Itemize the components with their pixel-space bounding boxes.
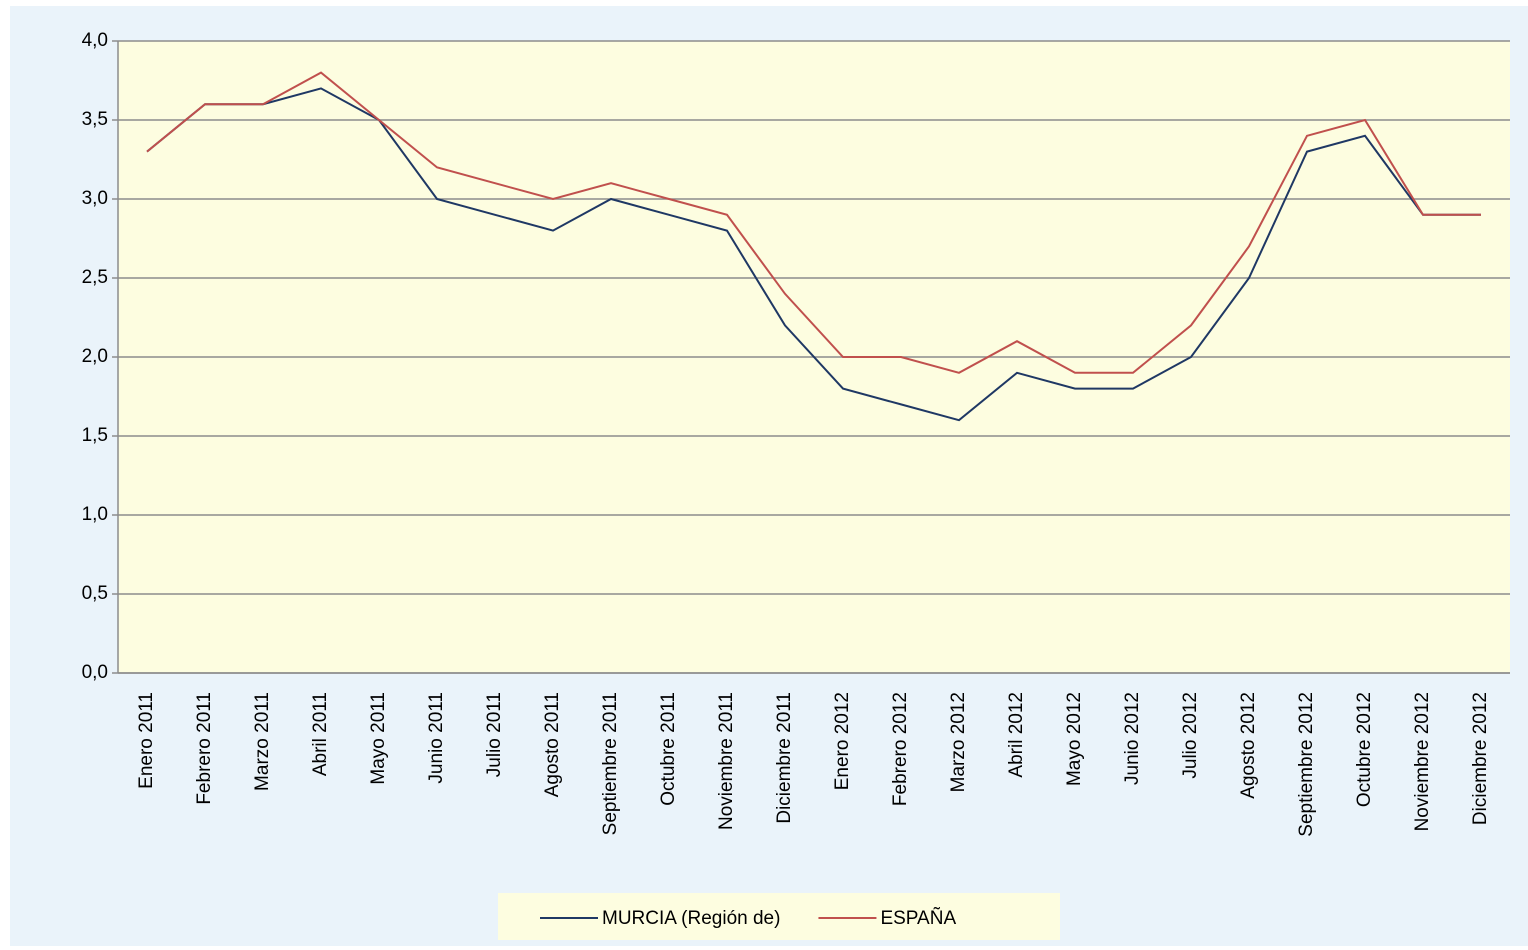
- x-tick-label: Octubre 2012: [1354, 692, 1375, 807]
- x-tick-label: Mayo 2012: [1064, 692, 1085, 786]
- x-tick-label: Marzo 2012: [948, 692, 969, 792]
- x-tick-label: Enero 2011: [136, 692, 157, 789]
- x-tick-label: Diciembre 2011: [774, 692, 795, 824]
- x-tick-label: Noviembre 2011: [716, 692, 737, 830]
- y-tick-label: 0,0: [82, 662, 108, 683]
- x-tick-label: Septiembre 2012: [1296, 692, 1317, 837]
- x-tick-label: Septiembre 2011: [600, 692, 621, 835]
- y-tick-label: 0,5: [82, 583, 108, 604]
- x-tick-label: Agosto 2011: [542, 692, 563, 797]
- legend-label: MURCIA (Región de): [602, 908, 780, 929]
- legend-box: [498, 893, 1060, 940]
- legend-label: ESPAÑA: [880, 907, 956, 929]
- x-tick-label: Junio 2012: [1122, 692, 1143, 785]
- x-tick-label: Enero 2012: [832, 692, 853, 790]
- series-line: [146, 87, 1481, 422]
- x-tick-label: Febrero 2011: [194, 692, 215, 805]
- x-tick-label: Abril 2011: [310, 692, 331, 776]
- y-tick-label: 2,0: [82, 346, 108, 367]
- y-tick-label: 1,5: [82, 425, 108, 446]
- x-tick-label: Mayo 2011: [368, 692, 389, 785]
- y-tick-label: 3,5: [82, 109, 108, 130]
- x-tick-label: Diciembre 2012: [1470, 692, 1491, 825]
- x-tick-label: Noviembre 2012: [1412, 692, 1433, 831]
- x-tick-label: Octubre 2011: [658, 692, 679, 806]
- x-tick-label: Agosto 2012: [1238, 692, 1259, 799]
- x-tick-label: Julio 2012: [1180, 692, 1201, 779]
- x-tick-label: Abril 2012: [1006, 692, 1027, 778]
- x-tick-label: Febrero 2012: [890, 692, 911, 806]
- y-tick-label: 2,5: [82, 267, 108, 288]
- x-tick-label: Junio 2011: [426, 692, 447, 784]
- x-tick-label: Marzo 2011: [252, 692, 273, 791]
- series-line: [146, 71, 1481, 374]
- y-tick-label: 3,0: [82, 188, 108, 209]
- x-tick-label: Julio 2011: [484, 692, 505, 777]
- y-tick-label: 4,0: [82, 30, 108, 51]
- y-tick-label: 1,0: [82, 504, 108, 525]
